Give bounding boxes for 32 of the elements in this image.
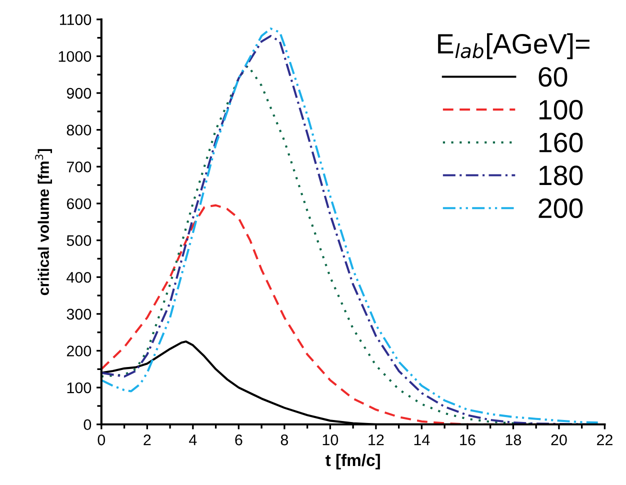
legend-label: 180 xyxy=(539,166,583,186)
x-tick-label: 14 xyxy=(414,434,430,446)
y-tick-label: 200 xyxy=(66,346,92,356)
x-tick-label: 10 xyxy=(322,434,338,446)
x-tick-label: 6 xyxy=(235,434,242,446)
legend-label: 160 xyxy=(539,132,583,152)
y-tick-label: 800 xyxy=(66,124,92,136)
x-tick-label: 4 xyxy=(189,434,197,446)
legend-title: E$_{lab}$[AGeV]= xyxy=(438,33,590,60)
y-tick-label: 0 xyxy=(84,419,92,430)
x-tick-label: 8 xyxy=(280,434,288,446)
x-tick-label: 2 xyxy=(144,434,151,446)
y-tick-label: 100 xyxy=(67,382,92,394)
x-tick-label: 12 xyxy=(368,434,384,446)
y-tick-label: 300 xyxy=(66,308,92,320)
legend-label: 100 xyxy=(539,100,583,120)
y-tick-label: 600 xyxy=(66,198,92,210)
y-axis-title: critical volume [fm$^{3}$] xyxy=(35,149,52,296)
legend-label: 60 xyxy=(538,67,568,87)
y-tick-label: 500 xyxy=(66,235,92,246)
y-tick-label: 1100 xyxy=(60,14,92,26)
y-tick-label: 400 xyxy=(66,272,92,283)
x-tick-label: 0 xyxy=(98,434,106,446)
y-tick-label: 900 xyxy=(66,88,92,99)
x-tick-label: 16 xyxy=(460,434,476,446)
x-axis-title: t [fm/c] xyxy=(325,454,380,470)
x-tick-label: 22 xyxy=(596,434,612,446)
y-tick-label: 700 xyxy=(66,162,92,172)
x-tick-label: 18 xyxy=(506,434,522,446)
x-tick-label: 20 xyxy=(551,434,567,446)
legend-label: 200 xyxy=(538,198,583,218)
y-tick-label: 1000 xyxy=(58,51,92,62)
